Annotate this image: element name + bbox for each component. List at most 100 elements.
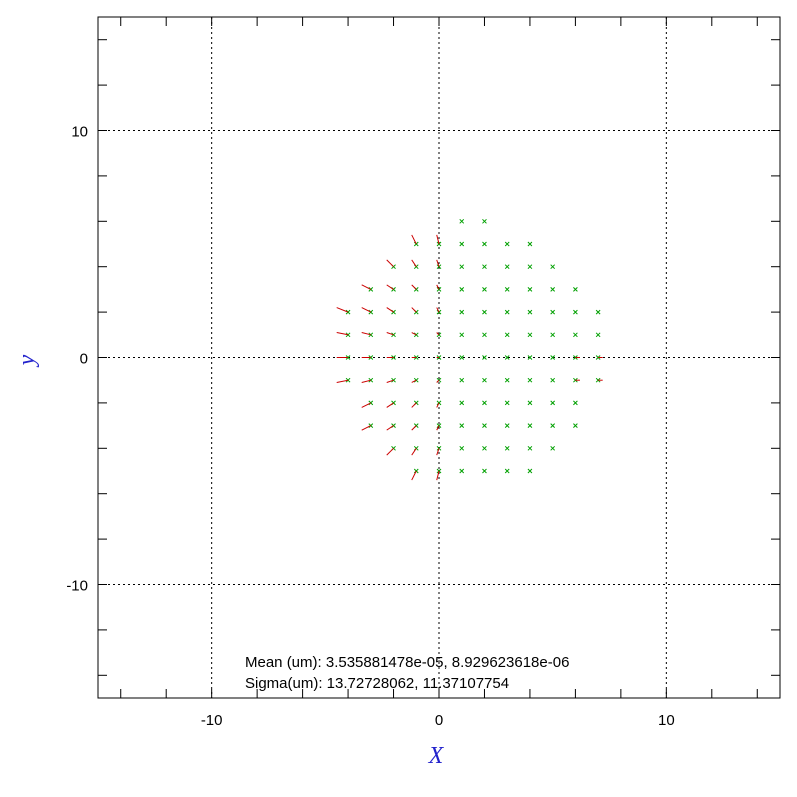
arrow bbox=[436, 284, 440, 290]
point bbox=[504, 355, 510, 360]
point bbox=[527, 400, 533, 406]
point bbox=[459, 264, 465, 270]
point bbox=[459, 468, 465, 474]
arrow bbox=[386, 447, 394, 456]
point bbox=[345, 377, 351, 383]
point bbox=[413, 377, 419, 383]
point bbox=[573, 423, 578, 428]
arrow bbox=[386, 402, 394, 408]
point bbox=[482, 468, 487, 474]
point bbox=[482, 287, 487, 292]
x-tick-label: -10 bbox=[201, 712, 223, 729]
arrow bbox=[411, 402, 417, 408]
point bbox=[550, 400, 556, 406]
point bbox=[595, 377, 601, 383]
arrow bbox=[411, 307, 417, 313]
arrow bbox=[436, 307, 440, 313]
point bbox=[459, 287, 465, 292]
point bbox=[459, 377, 465, 383]
point bbox=[504, 445, 510, 451]
arrow bbox=[436, 379, 440, 383]
point bbox=[504, 423, 510, 428]
y-tick-label: 0 bbox=[80, 351, 88, 368]
point bbox=[459, 355, 465, 360]
point bbox=[504, 241, 510, 247]
arrow bbox=[436, 448, 440, 456]
arrow bbox=[411, 234, 417, 245]
point bbox=[550, 445, 556, 451]
point bbox=[550, 287, 556, 292]
point bbox=[459, 218, 465, 224]
point bbox=[459, 445, 465, 451]
point bbox=[345, 332, 351, 338]
point bbox=[482, 400, 487, 406]
point bbox=[482, 377, 487, 383]
point bbox=[527, 241, 533, 247]
arrow bbox=[361, 402, 372, 408]
arrow bbox=[436, 332, 440, 336]
point bbox=[527, 264, 533, 270]
point bbox=[527, 309, 533, 315]
point bbox=[595, 309, 601, 315]
point bbox=[504, 264, 510, 270]
point bbox=[413, 332, 419, 338]
point bbox=[527, 287, 533, 292]
point bbox=[573, 287, 578, 292]
point bbox=[527, 355, 533, 360]
y-tick-label: 10 bbox=[71, 124, 88, 141]
point bbox=[459, 332, 465, 338]
arrow bbox=[361, 332, 371, 336]
point bbox=[504, 287, 510, 292]
point bbox=[482, 423, 487, 428]
arrow bbox=[361, 284, 372, 290]
point bbox=[413, 355, 419, 360]
point bbox=[482, 241, 487, 247]
arrow bbox=[411, 332, 417, 336]
arrow bbox=[386, 284, 394, 290]
arrow bbox=[386, 332, 394, 336]
point bbox=[595, 332, 601, 338]
arrow bbox=[361, 379, 371, 383]
x-axis-label: X bbox=[428, 743, 445, 769]
point bbox=[459, 241, 465, 247]
arrow bbox=[411, 470, 417, 481]
arrow bbox=[336, 379, 349, 383]
arrow bbox=[436, 234, 440, 245]
point bbox=[413, 241, 419, 247]
arrow bbox=[436, 470, 440, 481]
point bbox=[527, 332, 533, 338]
point bbox=[504, 468, 510, 474]
point bbox=[550, 355, 556, 360]
point bbox=[482, 264, 487, 270]
point bbox=[504, 309, 510, 315]
point bbox=[527, 423, 533, 428]
arrow bbox=[411, 425, 417, 431]
point bbox=[482, 355, 487, 360]
arrow bbox=[436, 425, 440, 431]
arrow bbox=[411, 379, 417, 383]
point bbox=[550, 423, 556, 428]
point bbox=[482, 309, 487, 315]
arrow bbox=[386, 379, 394, 383]
point bbox=[504, 400, 510, 406]
x-tick-label: 0 bbox=[435, 712, 443, 729]
y-tick-label: -10 bbox=[66, 578, 88, 595]
arrow bbox=[436, 402, 440, 408]
point bbox=[504, 377, 510, 383]
arrow bbox=[411, 259, 417, 267]
point bbox=[595, 355, 601, 360]
arrow bbox=[436, 259, 440, 267]
point bbox=[482, 445, 487, 451]
point bbox=[550, 332, 556, 338]
point bbox=[527, 445, 533, 451]
arrow bbox=[336, 307, 349, 313]
point bbox=[459, 400, 465, 406]
arrow bbox=[386, 307, 394, 313]
point bbox=[345, 355, 351, 360]
point bbox=[550, 377, 556, 383]
point bbox=[527, 377, 533, 383]
point bbox=[345, 309, 351, 315]
point bbox=[573, 309, 578, 315]
annotation: Mean (um): 3.535881478e-05, 8.929623618e… bbox=[245, 654, 569, 671]
